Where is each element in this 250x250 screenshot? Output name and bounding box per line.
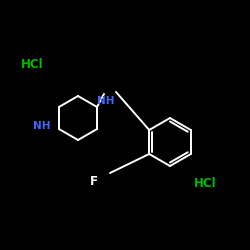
Text: F: F <box>90 175 98 188</box>
Text: HCl: HCl <box>194 177 216 190</box>
Text: NH: NH <box>32 121 50 131</box>
Text: HCl: HCl <box>21 58 44 71</box>
Text: NH: NH <box>98 96 115 106</box>
